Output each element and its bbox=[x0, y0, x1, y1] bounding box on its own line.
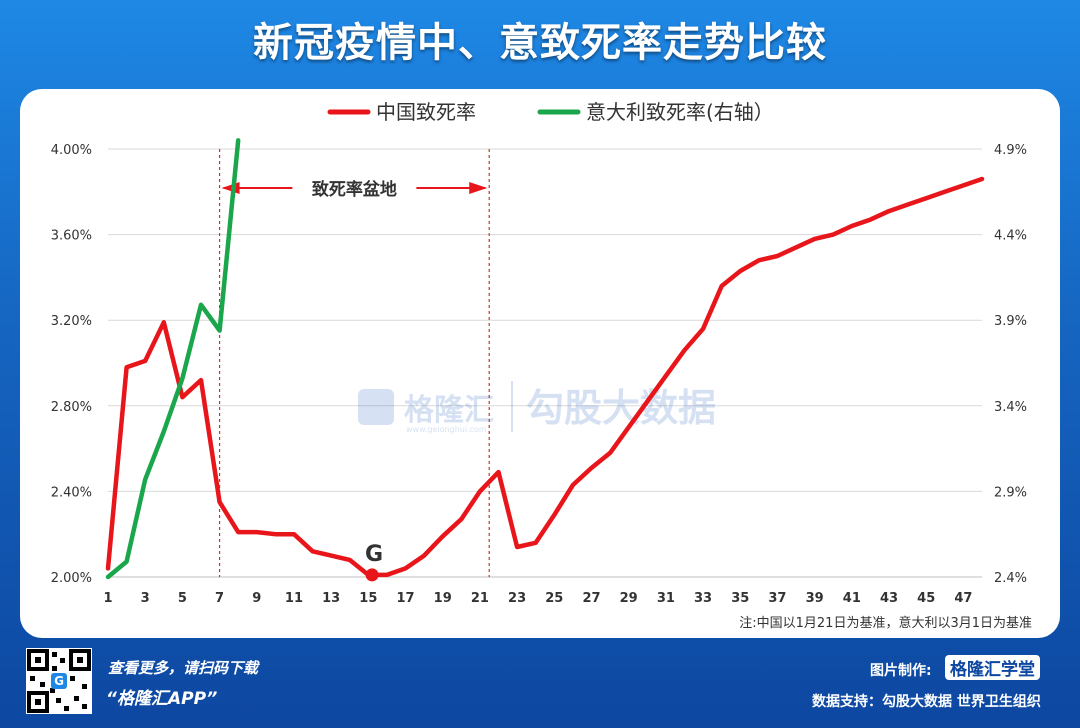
y-left-tick-label: 2.80% bbox=[51, 400, 92, 415]
watermark-partner: 勾股大数据 bbox=[526, 386, 716, 430]
y-right-tick-label: 2.9% bbox=[994, 485, 1027, 500]
x-tick-label: 19 bbox=[434, 591, 452, 606]
china-series-line bbox=[105, 176, 985, 578]
chart-panel: 格隆汇 www.gelonghui.com 勾股大数据 2.00% 2.40% 2.… bbox=[20, 89, 1060, 638]
x-tick-label: 29 bbox=[620, 591, 638, 606]
made-by-label: 图片制作: bbox=[870, 663, 932, 679]
x-axis: 1 3 5 7 9 11 13 15 17 19 21 23 25 27 29 31 33 35 37 39 41 43 4… bbox=[103, 576, 982, 606]
basin-arrow-left-head bbox=[221, 182, 240, 194]
qr-code[interactable]: G bbox=[26, 648, 92, 714]
x-tick-label: 1 bbox=[103, 591, 112, 606]
x-tick-label: 31 bbox=[657, 591, 675, 606]
watermark-brand: 格隆汇 bbox=[404, 393, 494, 428]
made-by-logo: 格隆汇学堂 bbox=[945, 655, 1040, 680]
x-tick-label: 11 bbox=[285, 591, 303, 606]
legend-china-label: 中国致死率 bbox=[376, 100, 476, 124]
min-point-label: G bbox=[365, 542, 383, 567]
page-title: 新冠疫情中、意致死率走势比较 bbox=[253, 20, 827, 66]
y-right-tick-label: 4.9% bbox=[994, 143, 1027, 158]
y-left-tick-label: 3.60% bbox=[51, 229, 92, 244]
y-left-tick-label: 3.20% bbox=[51, 314, 92, 329]
data-support: 数据支持：勾股大数据 世界卫生组织 bbox=[812, 694, 1041, 710]
watermark-site: www.gelonghui.com bbox=[406, 425, 487, 434]
grid bbox=[108, 148, 982, 578]
min-point-annotation: G bbox=[365, 542, 383, 582]
watermark: 格隆汇 www.gelonghui.com 勾股大数据 bbox=[358, 381, 716, 434]
x-tick-label: 37 bbox=[768, 591, 786, 606]
x-tick-label: 27 bbox=[582, 591, 600, 606]
y-left-tick-label: 4.00% bbox=[51, 143, 92, 158]
y-left-tick-label: 2.00% bbox=[51, 571, 92, 586]
x-tick-label: 21 bbox=[471, 591, 489, 606]
x-tick-label: 43 bbox=[880, 591, 898, 606]
x-tick-label: 45 bbox=[917, 591, 935, 606]
qr-code-icon: G bbox=[27, 649, 91, 713]
x-tick-label: 35 bbox=[731, 591, 749, 606]
x-tick-label: 5 bbox=[178, 591, 187, 606]
x-tick-label: 23 bbox=[508, 591, 526, 606]
x-tick-label: 15 bbox=[359, 591, 377, 606]
x-tick-label: 17 bbox=[396, 591, 414, 606]
y-right-tick-label: 3.4% bbox=[994, 400, 1027, 415]
series-lines bbox=[105, 138, 985, 580]
basin-label: 致死率盆地 bbox=[312, 179, 397, 200]
svg-text:G: G bbox=[54, 674, 64, 688]
promo-line-2: “格隆汇APP” bbox=[106, 689, 218, 709]
x-tick-label: 47 bbox=[954, 591, 972, 606]
x-tick-label: 3 bbox=[141, 591, 150, 606]
basin-arrow-right-head bbox=[469, 182, 488, 194]
y-left-tick-label: 2.40% bbox=[51, 485, 92, 500]
x-tick-label: 39 bbox=[806, 591, 824, 606]
y-axis-right: 2.4% 2.9% 3.4% 3.9% 4.4% 4.9% bbox=[994, 143, 1027, 586]
italy-series-line bbox=[105, 138, 241, 580]
y-axis-left: 2.00% 2.40% 2.80% 3.20% 3.60% 4.00% bbox=[51, 143, 92, 586]
line-chart: 格隆汇 www.gelonghui.com 勾股大数据 2.00%2.40%2.… bbox=[51, 100, 1032, 631]
x-tick-label: 25 bbox=[545, 591, 563, 606]
legend: 中国致死率 意大利致死率(右轴） bbox=[327, 100, 774, 124]
legend-italy-label: 意大利致死率(右轴） bbox=[586, 100, 774, 124]
promo-line-1: 查看更多，请扫码下载 bbox=[108, 659, 259, 677]
x-tick-label: 7 bbox=[215, 591, 224, 606]
watermark-logo-icon bbox=[358, 389, 394, 425]
basin-annotation: 致死率盆地 bbox=[218, 149, 490, 577]
x-tick-label: 13 bbox=[322, 591, 340, 606]
y-right-tick-label: 4.4% bbox=[994, 229, 1027, 244]
x-tick-label: 9 bbox=[252, 591, 261, 606]
y-right-tick-label: 3.9% bbox=[994, 314, 1027, 329]
x-tick-label: 41 bbox=[843, 591, 861, 606]
x-tick-label: 33 bbox=[694, 591, 712, 606]
y-right-tick-label: 2.4% bbox=[994, 571, 1027, 586]
min-point-marker bbox=[365, 568, 379, 582]
footnote: 注:中国以1月21日为基准，意大利以3月1日为基准 bbox=[739, 615, 1032, 631]
